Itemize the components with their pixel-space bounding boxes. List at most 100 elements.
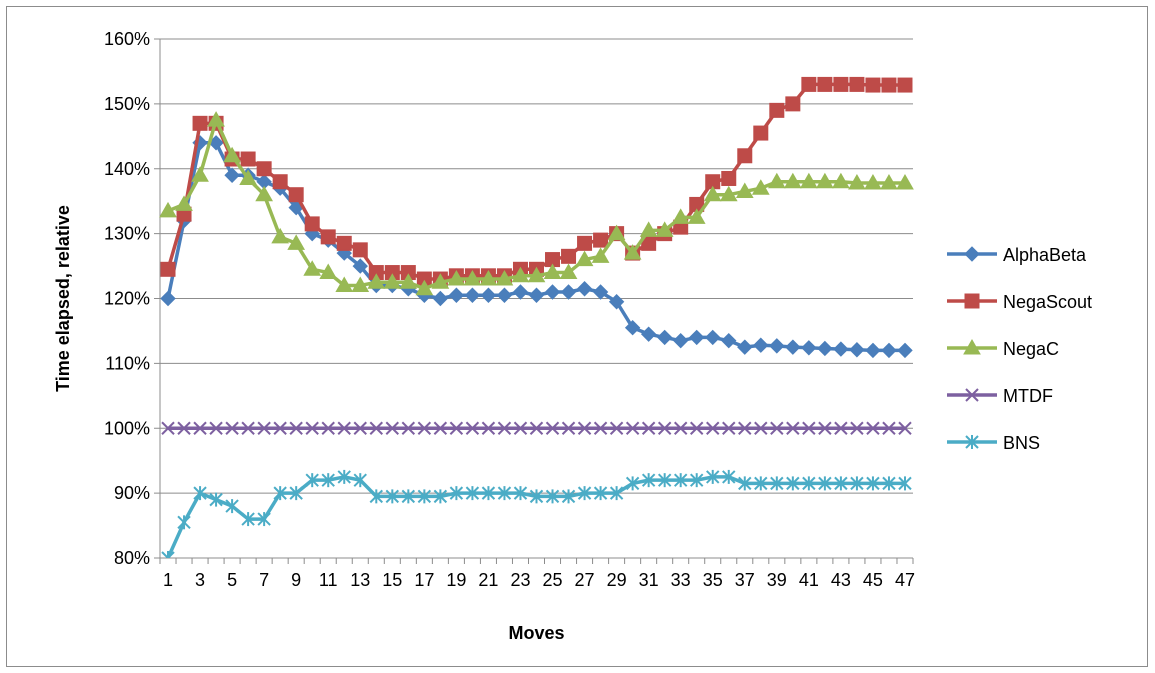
data-point	[385, 489, 400, 504]
data-point	[770, 476, 784, 491]
data-point	[337, 421, 351, 435]
data-point	[719, 185, 738, 202]
data-point	[273, 486, 287, 501]
data-point	[272, 174, 288, 190]
data-point	[207, 111, 225, 127]
legend-label: BNS	[1003, 433, 1040, 453]
y-tick-label: 120%	[104, 289, 150, 309]
line-chart: 80%90%100%110%120%130%140%150%160%1 3 5 7 9 1…	[53, 29, 1092, 643]
data-point	[432, 290, 449, 307]
data-point	[159, 201, 177, 218]
chart-frame: 80% 90% 100% 110% 120% 130% 140% 150% 160% 1 3 5 7 9 1…	[6, 6, 1148, 667]
y-tick-label: 130%	[104, 224, 150, 244]
legend-marker	[964, 293, 980, 309]
data-point	[673, 421, 688, 435]
data-point	[703, 185, 722, 202]
data-point	[881, 77, 897, 93]
data-point	[817, 76, 833, 92]
series	[159, 76, 914, 558]
series-line	[166, 141, 905, 353]
axes: 80%90%100%110%120%130%140%150%160%1 3 5 7 9 1…	[104, 29, 915, 590]
series-negac	[159, 111, 914, 296]
data-point	[528, 287, 545, 303]
y-axis-title: Time elapsed, relative	[53, 205, 73, 392]
data-point	[882, 476, 896, 491]
legend-item-negac: NegaC	[947, 338, 1059, 359]
data-point	[769, 102, 785, 118]
data-point	[448, 287, 465, 303]
x-tick-label: 39	[767, 570, 787, 590]
data-point	[369, 421, 383, 435]
data-point	[529, 421, 544, 435]
data-point	[336, 235, 352, 251]
data-point	[543, 263, 562, 280]
x-tick-label: 33	[671, 570, 691, 590]
data-point	[160, 290, 176, 307]
data-point	[834, 476, 848, 491]
data-point	[818, 476, 832, 491]
data-point	[191, 166, 209, 182]
data-point	[786, 476, 800, 491]
data-point	[639, 221, 658, 237]
data-point	[497, 486, 512, 501]
data-point	[576, 281, 593, 297]
data-point	[511, 266, 530, 283]
data-point	[735, 182, 754, 198]
data-point	[817, 340, 833, 357]
data-point	[497, 421, 512, 435]
data-point	[608, 294, 625, 310]
legend-item-alphabeta: AlphaBeta	[947, 245, 1087, 265]
y-tick-label: 140%	[104, 159, 150, 179]
data-point	[898, 476, 912, 491]
data-point	[480, 287, 497, 303]
data-point	[607, 224, 626, 241]
x-tick-label: 15	[382, 570, 402, 590]
data-point	[256, 161, 272, 177]
data-point	[866, 476, 880, 491]
data-point	[561, 248, 577, 264]
data-point	[561, 421, 576, 435]
data-point	[383, 273, 402, 289]
data-point	[738, 476, 752, 491]
y-tick-label: 110%	[105, 353, 150, 373]
data-point	[192, 115, 208, 131]
x-tick-label: 41	[799, 570, 819, 590]
data-point	[609, 486, 624, 501]
data-point	[367, 273, 386, 289]
data-point	[738, 421, 752, 435]
data-point	[289, 486, 303, 501]
x-tick-label: 11	[319, 570, 338, 590]
x-tick-label: 35	[703, 570, 723, 590]
data-point	[241, 421, 255, 435]
data-point	[593, 421, 608, 435]
data-point	[625, 476, 640, 491]
data-point	[447, 270, 466, 286]
data-point	[209, 492, 223, 507]
data-point	[529, 489, 544, 504]
y-tick-label: 160%	[104, 29, 150, 49]
data-point	[657, 421, 672, 435]
data-point	[209, 421, 223, 435]
data-point	[721, 332, 737, 349]
data-point	[896, 174, 914, 190]
x-tick-label: 25	[543, 570, 563, 590]
data-point	[527, 266, 546, 283]
data-point	[273, 421, 287, 435]
data-point	[193, 486, 207, 501]
data-point	[770, 421, 784, 435]
data-point	[785, 339, 801, 355]
data-point	[464, 287, 481, 303]
x-tick-label: 5	[227, 570, 237, 590]
data-point	[864, 174, 882, 190]
legend-item-negascout: NegaScout	[947, 292, 1092, 312]
data-point	[177, 515, 191, 530]
x-tick-label: 19	[446, 570, 466, 590]
data-point	[352, 258, 368, 274]
data-point	[850, 421, 864, 435]
data-point	[785, 96, 801, 112]
data-point	[303, 260, 322, 276]
data-point	[239, 169, 257, 185]
data-point	[783, 172, 802, 189]
data-point	[257, 512, 271, 527]
data-point	[320, 229, 336, 245]
